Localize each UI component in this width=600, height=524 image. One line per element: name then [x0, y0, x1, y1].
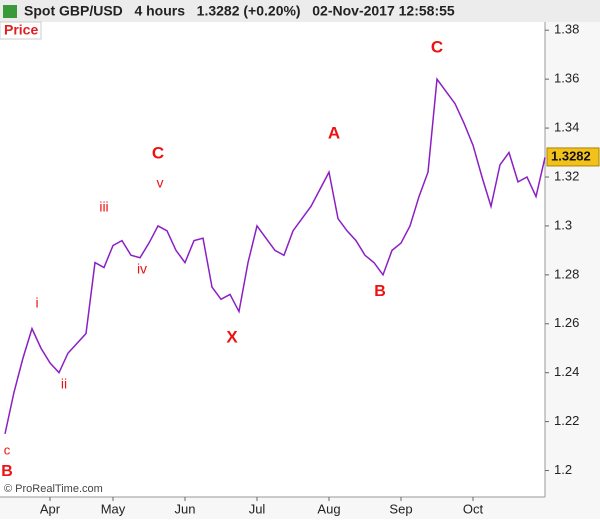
x-axis-area	[0, 497, 545, 519]
x-tick-label: Jun	[175, 501, 196, 516]
panel-label-box	[0, 21, 42, 40]
wave-label: B	[374, 283, 386, 300]
wave-label: ii	[61, 376, 67, 392]
wave-label: C	[431, 37, 443, 56]
y-tick-label: 1.38	[554, 22, 579, 37]
chart-title: Spot GBP/USD 4 hours 1.3282 (+0.20%) 02-…	[24, 3, 455, 19]
wave-label: iv	[137, 261, 147, 277]
y-tick-label: 1.34	[554, 120, 579, 135]
wave-label: B	[1, 463, 13, 480]
x-tick-label: Sep	[389, 501, 412, 516]
x-tick-label: Oct	[463, 501, 484, 516]
wave-label: i	[35, 295, 38, 311]
wave-label: c	[4, 442, 11, 457]
y-tick-label: 1.26	[554, 315, 579, 330]
y-tick-label: 1.32	[554, 168, 579, 183]
y-axis-area	[545, 22, 600, 519]
x-tick-label: May	[101, 501, 126, 516]
wave-label: v	[157, 175, 164, 191]
wave-label: C	[152, 143, 164, 162]
y-tick-label: 1.28	[554, 266, 579, 281]
credit: © ProRealTime.com	[4, 483, 103, 495]
last-value-label: 1.3282	[551, 148, 591, 163]
y-tick-label: 1.36	[554, 71, 579, 86]
x-tick-label: Aug	[317, 501, 340, 516]
y-tick-label: 1.3	[554, 217, 572, 232]
x-tick-label: Jul	[249, 501, 266, 516]
chart-icon	[3, 5, 17, 18]
y-tick-label: 1.24	[554, 364, 579, 379]
wave-label: A	[328, 123, 340, 142]
y-tick-label: 1.2	[554, 462, 572, 477]
panel-label: Price	[4, 22, 38, 38]
y-tick-label: 1.22	[554, 413, 579, 428]
x-tick-label: Apr	[40, 501, 61, 516]
header-bar	[0, 0, 600, 22]
wave-label: X	[226, 327, 238, 346]
wave-label: iii	[99, 199, 108, 215]
price-line	[4, 77, 546, 435]
last-value-box	[546, 147, 600, 167]
